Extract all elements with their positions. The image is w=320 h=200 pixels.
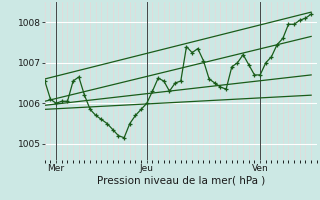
X-axis label: Pression niveau de la mer( hPa ): Pression niveau de la mer( hPa ): [97, 176, 265, 186]
